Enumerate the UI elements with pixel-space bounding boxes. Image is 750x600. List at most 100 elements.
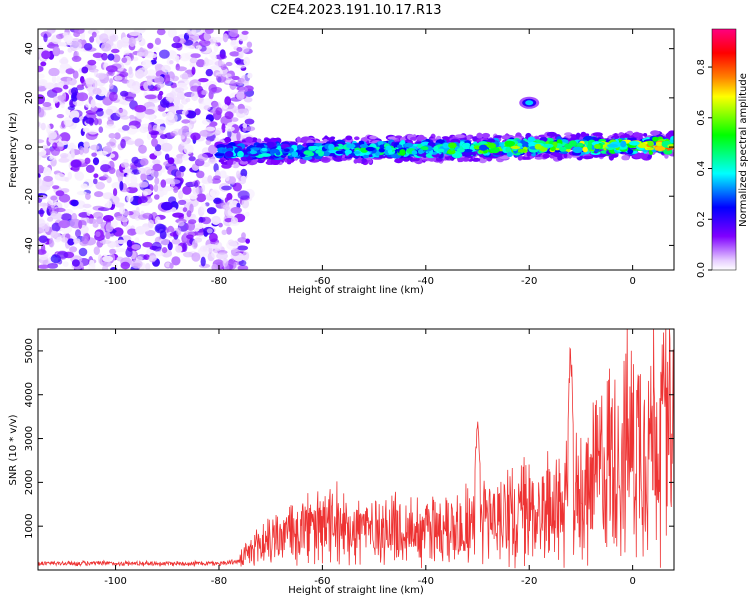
heatmap-noise-blob <box>246 41 253 48</box>
heatmap-noise-blob <box>195 187 204 195</box>
heatmap-noise-blob <box>245 238 250 244</box>
heatmap-signal-blob <box>646 147 655 151</box>
heatmap-noise-blob <box>224 126 235 132</box>
heatmap-signal-blob <box>344 149 352 155</box>
heatmap-noise-blob <box>189 203 194 213</box>
colorbar-ticks: 0.0 0.2 0.4 0.6 0.8 <box>696 59 712 278</box>
heatmap-noise-blob <box>81 235 89 245</box>
heatmap-noise-blob <box>82 127 90 133</box>
heatmap-signal-blob <box>592 132 603 137</box>
heatmap-noise-blob <box>159 237 170 246</box>
heatmap-noise-blob <box>147 123 153 133</box>
heatmap-signal-blob <box>404 142 414 148</box>
heatmap-noise-blob <box>96 109 104 117</box>
heatmap-noise-blob <box>120 138 126 149</box>
heatmap-noise-blob <box>202 98 213 107</box>
heatmap-y-axis-label: Frequency (Hz) <box>8 112 19 188</box>
heatmap-noise-blob <box>92 157 100 166</box>
heatmap-noise-blob <box>198 39 211 47</box>
heatmap-noise-blob <box>62 261 69 267</box>
heatmap-noise-blob <box>69 246 78 253</box>
heatmap-noise-blob <box>81 78 86 87</box>
heatmap-noise-blob <box>176 157 183 164</box>
heatmap-noise-blob <box>71 212 78 223</box>
heatmap-noise-blob <box>85 164 95 173</box>
heatmap-noise-blob <box>169 232 179 237</box>
heatmap-noise-blob <box>202 84 208 91</box>
heatmap-noise-blob <box>205 139 211 145</box>
heatmap-signal-blob <box>652 136 659 142</box>
heatmap-noise-blob <box>145 52 158 59</box>
heatmap-noise-blob <box>145 229 156 237</box>
x-tick-label: -20 <box>521 576 537 587</box>
heatmap-spot-core <box>525 100 534 106</box>
heatmap-noise-blob <box>146 76 153 86</box>
heatmap-signal-blob <box>476 132 483 139</box>
heatmap-noise-blob <box>75 229 81 238</box>
x-tick-label: -80 <box>211 276 227 287</box>
y-tick-label: -20 <box>24 188 35 204</box>
heatmap-noise-blob <box>61 237 69 243</box>
heatmap-signal-blob <box>260 153 272 157</box>
heatmap-noise-blob <box>121 125 130 131</box>
heatmap-noise-blob <box>122 221 128 227</box>
heatmap-signal-blob <box>607 143 618 148</box>
spectrogram-panel: -100 -80 -60 -40 -20 0 -40 -20 0 20 40 Height of … <box>8 28 675 296</box>
heatmap-noise-blob <box>195 59 206 68</box>
heatmap-noise-blob <box>230 217 239 224</box>
heatmap-signal-blob <box>466 135 471 140</box>
heatmap-signal-blob <box>448 142 457 149</box>
heatmap-signal-blob <box>542 153 550 159</box>
heatmap-signal-blob <box>624 134 630 139</box>
heatmap-signal-blob <box>628 141 640 146</box>
heatmap-noise-blob <box>142 191 148 197</box>
snr-y-ticks: 1000 2000 3000 4000 5000 <box>24 338 674 539</box>
heatmap-noise-blob <box>154 37 161 46</box>
heatmap-signal-blob <box>462 149 473 153</box>
heatmap-signal-blob <box>333 156 344 162</box>
heatmap-cells <box>38 29 674 270</box>
heatmap-noise-blob <box>48 67 60 77</box>
heatmap-noise-blob <box>175 55 180 63</box>
heatmap-noise-blob <box>186 210 192 218</box>
heatmap-noise-blob <box>147 42 154 49</box>
heatmap-noise-blob <box>153 149 162 156</box>
heatmap-noise-blob <box>198 78 209 83</box>
heatmap-noise-blob <box>211 263 218 270</box>
heatmap-signal-blob <box>576 142 584 147</box>
heatmap-noise-blob <box>134 104 147 113</box>
heatmap-noise-blob <box>74 171 85 181</box>
heatmap-noise-blob <box>109 34 117 42</box>
heatmap-noise-blob <box>226 226 232 235</box>
heatmap-signal-blob <box>627 149 634 154</box>
heatmap-noise-blob <box>42 167 52 177</box>
heatmap-noise-blob <box>44 82 56 90</box>
heatmap-noise-blob <box>182 185 192 195</box>
heatmap-noise-blob <box>241 30 249 35</box>
heatmap-noise-blob <box>127 228 137 236</box>
heatmap-signal-blob <box>580 131 587 138</box>
heatmap-noise-blob <box>82 146 90 154</box>
heatmap-noise-blob <box>59 132 71 143</box>
x-tick-label: -100 <box>104 576 127 587</box>
heatmap-noise-blob <box>186 234 194 240</box>
heatmap-noise-blob <box>67 238 75 246</box>
heatmap-noise-blob <box>93 117 99 126</box>
heatmap-noise-blob <box>224 111 234 120</box>
heatmap-noise-blob <box>46 29 56 34</box>
chart-title: C2E4.2023.191.10.17.R13 <box>270 3 441 18</box>
heatmap-noise-blob <box>154 75 165 84</box>
heatmap-noise-blob <box>241 198 250 209</box>
heatmap-noise-blob <box>65 68 75 75</box>
heatmap-noise-blob <box>219 170 227 179</box>
heatmap-noise-blob <box>59 153 69 158</box>
heatmap-signal-blob <box>501 135 510 140</box>
heatmap-noise-blob <box>90 144 100 151</box>
heatmap-noise-blob <box>243 96 253 103</box>
heatmap-noise-blob <box>115 215 127 221</box>
heatmap-noise-blob <box>38 177 43 187</box>
heatmap-noise-blob <box>38 65 44 73</box>
heatmap-signal-blob <box>607 147 614 150</box>
heatmap-noise-blob <box>54 173 65 181</box>
